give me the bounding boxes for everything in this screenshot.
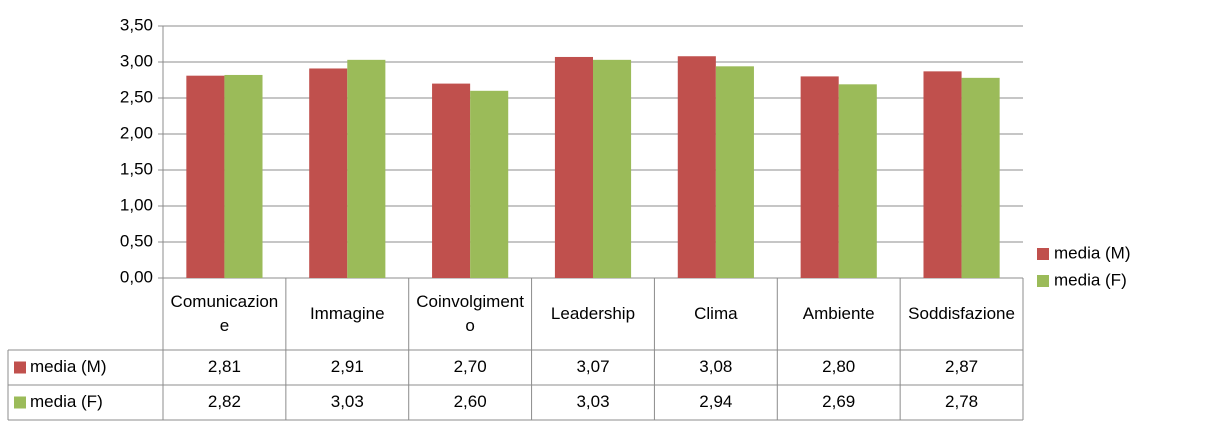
- y-tick-label: 3,50: [120, 15, 153, 34]
- bar: [923, 71, 962, 278]
- x-tick-label: Coinvolgimento: [416, 292, 524, 335]
- table-value: 2,80: [822, 357, 855, 376]
- table-value: 2,81: [208, 357, 241, 376]
- table-value: 3,08: [699, 357, 732, 376]
- table-value: 2,60: [454, 392, 487, 411]
- table-value: 2,94: [699, 392, 732, 411]
- bar: [838, 84, 877, 278]
- bar: [593, 59, 632, 279]
- bar: [432, 83, 471, 278]
- y-tick-label: 0,00: [120, 267, 153, 286]
- table-value: 3,03: [576, 392, 609, 411]
- x-tick-label: Immagine: [309, 304, 385, 323]
- category-cell: Comunicazione: [170, 292, 279, 335]
- x-tick-label: Comunicazione: [170, 292, 279, 335]
- bar: [800, 76, 839, 279]
- y-tick-label: 2,50: [120, 87, 153, 106]
- x-tick-label: Ambiente: [802, 304, 875, 323]
- category-cell: Leadership: [550, 304, 636, 323]
- x-tick-label: Clima: [694, 304, 738, 323]
- bar: [470, 90, 509, 278]
- table-value: 2,69: [822, 392, 855, 411]
- bar: [554, 56, 593, 279]
- table-value: 2,70: [454, 357, 487, 376]
- table-legend-key: [14, 396, 26, 409]
- x-tick-label: Soddisfazione: [908, 304, 1015, 323]
- y-tick-label: 3,00: [120, 51, 153, 70]
- y-tick-label: 1,50: [120, 159, 153, 178]
- table-legend-key: [14, 361, 26, 374]
- bar: [186, 75, 225, 279]
- legend-key: [1037, 275, 1049, 287]
- y-tick-label: 2,00: [120, 123, 153, 142]
- table-value: 2,82: [208, 392, 241, 411]
- category-cell: Clima: [694, 304, 738, 323]
- table-value: 2,91: [331, 357, 364, 376]
- bar: [224, 74, 263, 279]
- bar: [961, 77, 1000, 278]
- table-row-label: media (M): [30, 357, 107, 376]
- category-cell: Coinvolgimento: [416, 292, 524, 335]
- legend-label: media (M): [1054, 243, 1131, 262]
- bar: [309, 68, 348, 278]
- x-tick-label: Leadership: [550, 304, 636, 323]
- table-row-label: media (F): [30, 392, 103, 411]
- bar: [715, 66, 754, 278]
- category-cell: Ambiente: [802, 304, 875, 323]
- y-tick-label: 0,50: [120, 231, 153, 250]
- bar: [677, 56, 716, 278]
- legend-label: media (F): [1054, 270, 1127, 289]
- table-value: 3,03: [331, 392, 364, 411]
- category-cell: Immagine: [309, 304, 385, 323]
- bar: [347, 59, 386, 279]
- legend-key: [1037, 248, 1049, 260]
- table-value: 3,07: [576, 357, 609, 376]
- y-tick-label: 1,00: [120, 195, 153, 214]
- category-cell: Soddisfazione: [908, 304, 1015, 323]
- table-value: 2,78: [945, 392, 978, 411]
- table-value: 2,87: [945, 357, 978, 376]
